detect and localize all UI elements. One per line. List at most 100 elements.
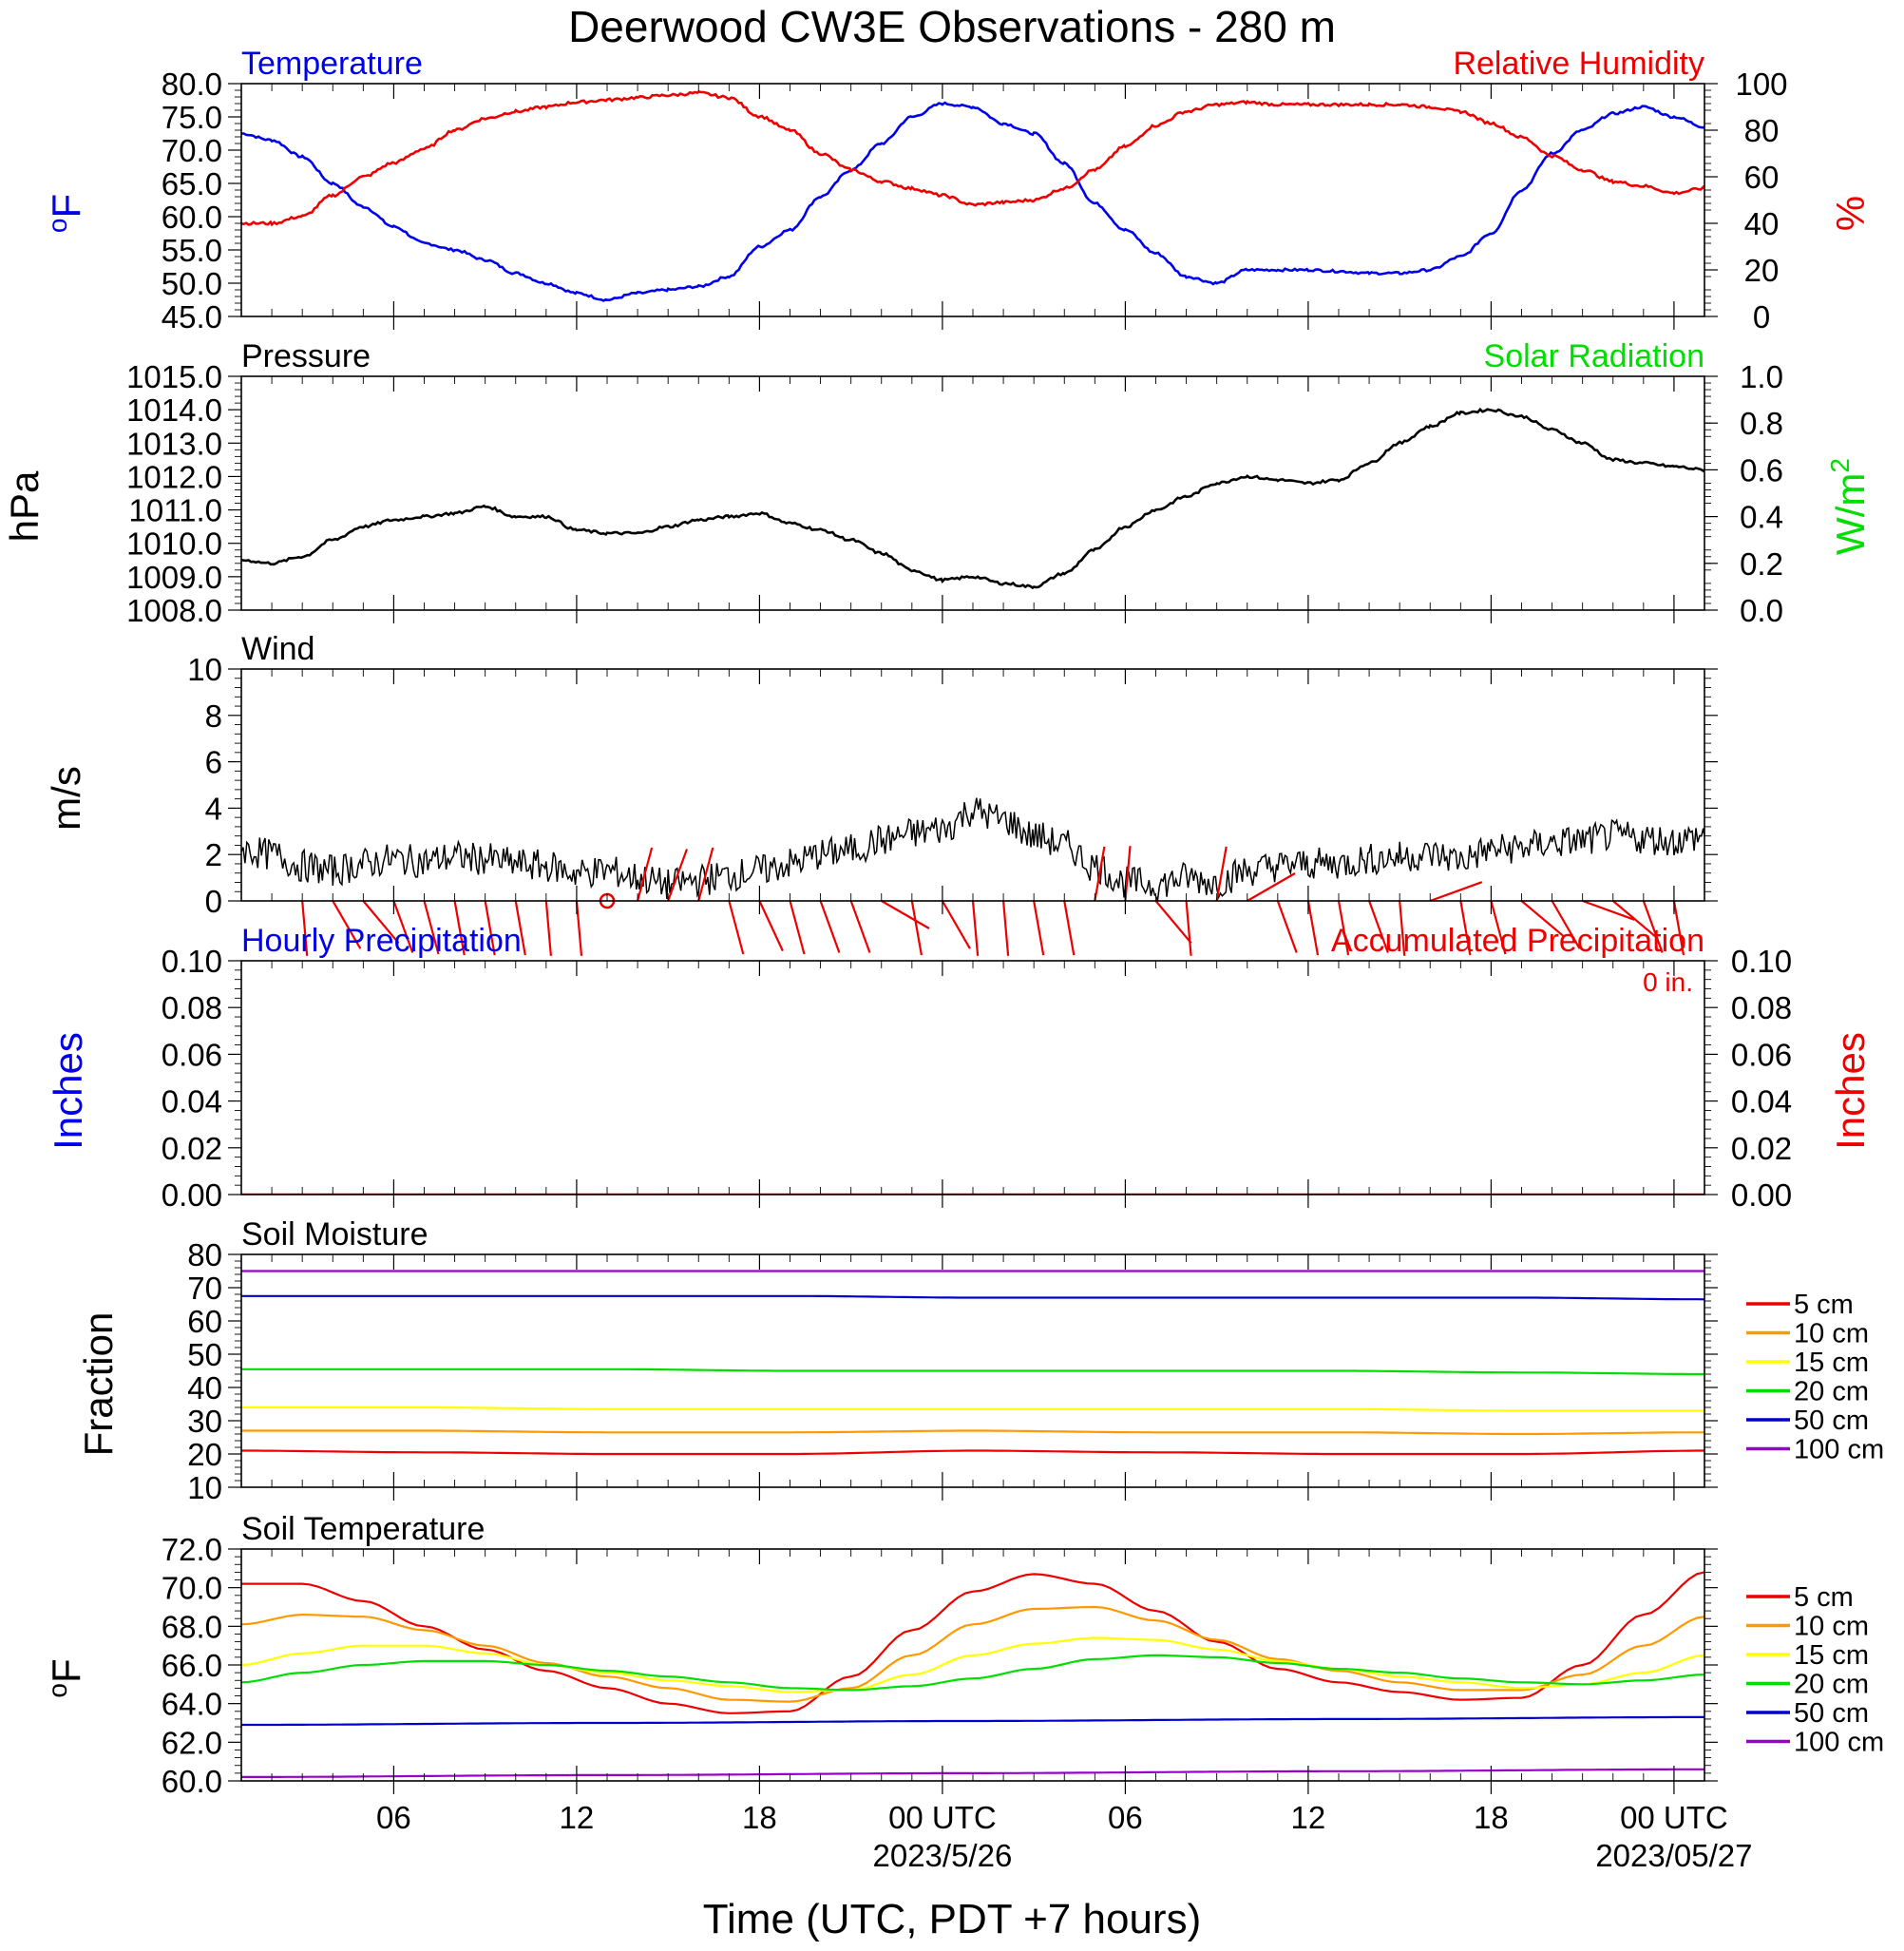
wind-barb xyxy=(697,847,714,902)
wind-barb xyxy=(1551,900,1581,949)
wind-barb xyxy=(758,900,784,952)
y-tick-label-left: 10 xyxy=(187,652,222,687)
y-tick-label-left: 80.0 xyxy=(162,67,222,102)
y-tick-label-left: 10 xyxy=(187,1470,222,1505)
y-tick-label-right: 0.04 xyxy=(1731,1084,1792,1119)
wind-barb xyxy=(881,900,930,929)
y-tick-label-left: 0.02 xyxy=(162,1131,222,1166)
panel-title-left: Soil Temperature xyxy=(241,1511,485,1547)
y-axis-unit-right: % xyxy=(1828,196,1873,231)
panel-title-right: Accumulated Precipitation xyxy=(1331,923,1704,959)
x-tick-label: 12 xyxy=(1291,1800,1326,1835)
y-tick-label-left: 72.0 xyxy=(162,1532,222,1567)
y-tick-label-right: 40 xyxy=(1744,206,1780,241)
x-tick-label: 18 xyxy=(1474,1800,1509,1835)
legend-label: 15 cm xyxy=(1794,1640,1869,1671)
plot-frame-wind xyxy=(240,668,1705,902)
x-tick-date: 2023/05/27 xyxy=(1595,1838,1752,1873)
legend-label: 20 cm xyxy=(1794,1377,1869,1407)
series-soil_moisture-0 xyxy=(241,1449,1704,1456)
panel-temp_rh: 80.075.070.065.060.055.050.045.0 100 80 60 4… xyxy=(43,46,1873,335)
wind-barb xyxy=(453,900,466,956)
legend-label: 20 cm xyxy=(1794,1670,1869,1700)
wind-barb xyxy=(575,900,583,956)
y-tick-label-left: 70 xyxy=(187,1271,222,1306)
wind-barb xyxy=(1368,900,1389,953)
y-tick-label-left: 0.08 xyxy=(162,990,222,1025)
wind-barb xyxy=(332,900,362,949)
panel-title-right: Solar Radiation xyxy=(1484,338,1704,374)
panel-title-left: Pressure xyxy=(241,338,371,374)
y-axis-unit-left: oF xyxy=(43,1658,88,1697)
x-tick-label: 00 UTC xyxy=(1620,1800,1728,1835)
wind-barb xyxy=(849,900,871,953)
wind-barb xyxy=(1520,900,1565,938)
y-tick-label-right: 0.08 xyxy=(1731,990,1792,1025)
wind-barb xyxy=(1459,900,1472,956)
series-soil_moisture-4 xyxy=(241,1294,1704,1301)
y-tick-label-left: 62.0 xyxy=(162,1725,222,1760)
panel-title-left: Temperature xyxy=(241,46,423,82)
y-tick-label-right: 0.02 xyxy=(1731,1131,1792,1166)
y-tick-label-left: 1010.0 xyxy=(126,526,222,562)
series-pressure-0 xyxy=(241,407,1704,590)
y-tick-label-left: 60.0 xyxy=(162,200,222,235)
y-tick-label-left: 64.0 xyxy=(162,1687,222,1722)
y-tick-label-right: 0.6 xyxy=(1740,452,1783,488)
x-tick-label: 18 xyxy=(742,1800,777,1835)
y-tick-label-left: 0.10 xyxy=(162,944,222,979)
series-soil_moisture-3 xyxy=(241,1368,1704,1376)
panel-title-left: Wind xyxy=(241,631,314,667)
y-tick-label-left: 1014.0 xyxy=(126,392,222,428)
wind-barb xyxy=(819,900,841,953)
wind-barb xyxy=(1337,900,1350,956)
y-axis-unit-left: m/s xyxy=(44,766,88,831)
wind-barb xyxy=(1124,846,1132,902)
wind-barb xyxy=(941,900,971,949)
wind-barb xyxy=(1306,900,1320,956)
plot-frame-temp_rh xyxy=(240,83,1705,317)
y-tick-label-left: 20 xyxy=(187,1437,222,1472)
y-axis-unit-left: hPa xyxy=(2,470,47,542)
y-tick-label-right: 0 xyxy=(1753,299,1770,335)
x-axis-title: Time (UTC, PDT +7 hours) xyxy=(703,1896,1201,1942)
y-axis-unit-left: Fraction xyxy=(76,1312,121,1457)
y-tick-label-left: 68.0 xyxy=(162,1609,222,1644)
wind-barb xyxy=(1582,899,1635,921)
legend-label: 100 cm xyxy=(1794,1435,1884,1465)
y-tick-label-left: 65.0 xyxy=(162,166,222,201)
x-tick-date: 2023/5/26 xyxy=(873,1838,1013,1873)
series-wind-0 xyxy=(241,797,1704,901)
y-tick-label-left: 1015.0 xyxy=(126,359,222,394)
wind-barb xyxy=(910,900,923,956)
y-tick-label-right: 1.0 xyxy=(1740,359,1783,394)
accumulated-precip-total: 0 in. xyxy=(1643,967,1693,997)
panel-title-left: Soil Moisture xyxy=(241,1216,428,1253)
wind-barb xyxy=(1001,900,1010,956)
y-tick-label-left: 4 xyxy=(205,791,222,826)
wind-barb xyxy=(1215,846,1228,902)
series-temp_rh-0 xyxy=(241,101,1704,302)
y-tick-label-left: 60 xyxy=(187,1304,222,1339)
wind-barb xyxy=(728,900,745,955)
wind-barb xyxy=(1612,900,1656,938)
x-tick-label: 00 UTC xyxy=(888,1800,997,1835)
y-tick-label-left: 0.00 xyxy=(162,1177,222,1213)
wind-barb xyxy=(514,900,526,956)
y-axis-unit-right: W/m2 xyxy=(1825,458,1873,555)
series-soil_moisture-1 xyxy=(241,1429,1704,1436)
wind-barb xyxy=(667,849,689,902)
y-tick-label-left: 1009.0 xyxy=(126,560,222,595)
panel-title-left: Hourly Precipitation xyxy=(241,923,522,959)
panel-pressure: 1015.01014.01013.01012.01011.01010.01009… xyxy=(2,338,1873,628)
wind-barb xyxy=(362,900,400,945)
wind-barb xyxy=(1185,900,1192,956)
series-soil_temperature-1 xyxy=(241,1605,1704,1703)
y-tick-label-left: 66.0 xyxy=(162,1648,222,1683)
y-tick-label-left: 30 xyxy=(187,1404,222,1439)
y-tick-label-left: 0.06 xyxy=(162,1037,222,1072)
panel-wind: 10 8 6 4 2 0 Wind m/s xyxy=(44,631,1718,956)
y-axis-unit-right: Inches xyxy=(1828,1032,1873,1150)
